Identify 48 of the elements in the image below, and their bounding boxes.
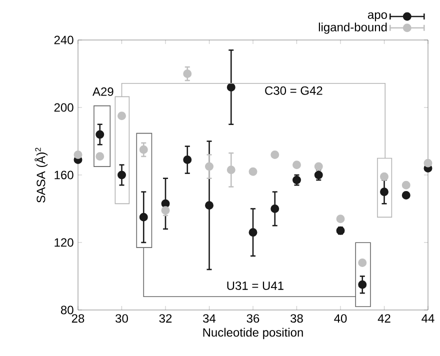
x-tick-label: 44	[422, 314, 434, 322]
point	[118, 170, 126, 180]
point	[358, 258, 367, 267]
annotation: A29	[92, 87, 114, 96]
x-tick-label: 34	[203, 314, 216, 323]
y-axis-title: SASA (Å)$^{2}$	[34, 148, 48, 203]
y-tick-label: 80	[60, 306, 74, 314]
legend-label: apo	[368, 12, 387, 22]
point	[96, 130, 104, 139]
point	[402, 180, 410, 190]
point	[161, 206, 170, 215]
y-tick-label: 160	[54, 170, 74, 180]
point	[205, 201, 214, 210]
legend-label: ligand-bound	[318, 22, 387, 34]
x-tick-label: 40	[334, 314, 347, 323]
point	[161, 199, 170, 208]
point	[226, 82, 236, 92]
point	[248, 228, 258, 237]
y-tick-label: 120	[54, 238, 74, 247]
point	[183, 156, 192, 164]
x-axis-title: Nucleotide position	[203, 328, 303, 340]
y-tick-label: 240	[54, 36, 74, 44]
point	[270, 204, 280, 213]
x-tick-label: 36	[246, 314, 260, 323]
point	[248, 167, 258, 176]
point	[402, 190, 410, 200]
point	[292, 160, 301, 170]
point	[270, 150, 280, 159]
point	[139, 145, 148, 154]
x-tick-label: 38	[290, 314, 303, 323]
point	[314, 162, 323, 171]
point	[205, 162, 214, 171]
point	[358, 280, 367, 289]
point	[380, 188, 388, 196]
x-tick-label: 30	[116, 314, 128, 323]
annotation: C30 = G42	[265, 86, 322, 95]
point	[139, 212, 148, 222]
point	[74, 150, 82, 159]
x-tick-label: 32	[159, 314, 172, 323]
point	[336, 214, 345, 224]
point	[183, 69, 192, 78]
y-tick-label: 200	[54, 103, 74, 112]
point	[226, 166, 236, 174]
annotation: U31 = U41	[227, 281, 284, 290]
point	[118, 112, 126, 120]
point	[96, 152, 104, 161]
x-tick-label: 42	[378, 314, 390, 323]
x-tick-label: 28	[72, 314, 84, 323]
